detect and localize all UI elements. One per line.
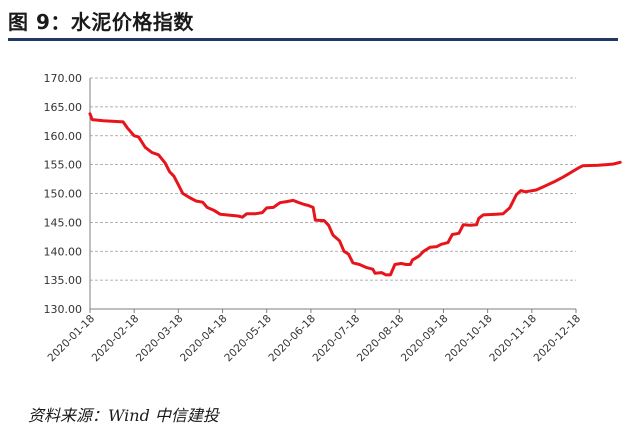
- y-tick-label: 170.00: [44, 72, 83, 85]
- y-tick-label: 150.00: [44, 188, 83, 201]
- series-line-cement-index: [88, 112, 622, 277]
- x-axis-tick-labels: 2020-01-182020-02-182020-03-182020-04-18…: [45, 313, 583, 365]
- title-divider: [8, 38, 618, 41]
- y-tick-label: 145.00: [44, 216, 83, 229]
- y-axis-tick-labels: 170.00 165.00 160.00 155.00 150.00 145.00 140.…: [44, 72, 83, 316]
- y-tick-label: 130.00: [44, 303, 83, 316]
- y-tick-label: 135.00: [44, 274, 83, 287]
- y-tick-label: 165.00: [44, 101, 83, 114]
- x-axis-tick-marks: [89, 309, 577, 313]
- figure-title: 图 9：水泥价格指数: [8, 10, 194, 34]
- y-tick-label: 160.00: [44, 130, 83, 143]
- y-tick-label: 155.00: [44, 159, 83, 172]
- line-chart: 170.00 165.00 160.00 155.00 150.00 145.00 140.…: [44, 72, 622, 365]
- gridlines: [90, 77, 576, 281]
- x-tick-label: 2020-12-18: [531, 313, 583, 365]
- y-tick-label: 140.00: [44, 245, 83, 258]
- source-note: 资料来源：Wind 中信建投: [28, 406, 219, 425]
